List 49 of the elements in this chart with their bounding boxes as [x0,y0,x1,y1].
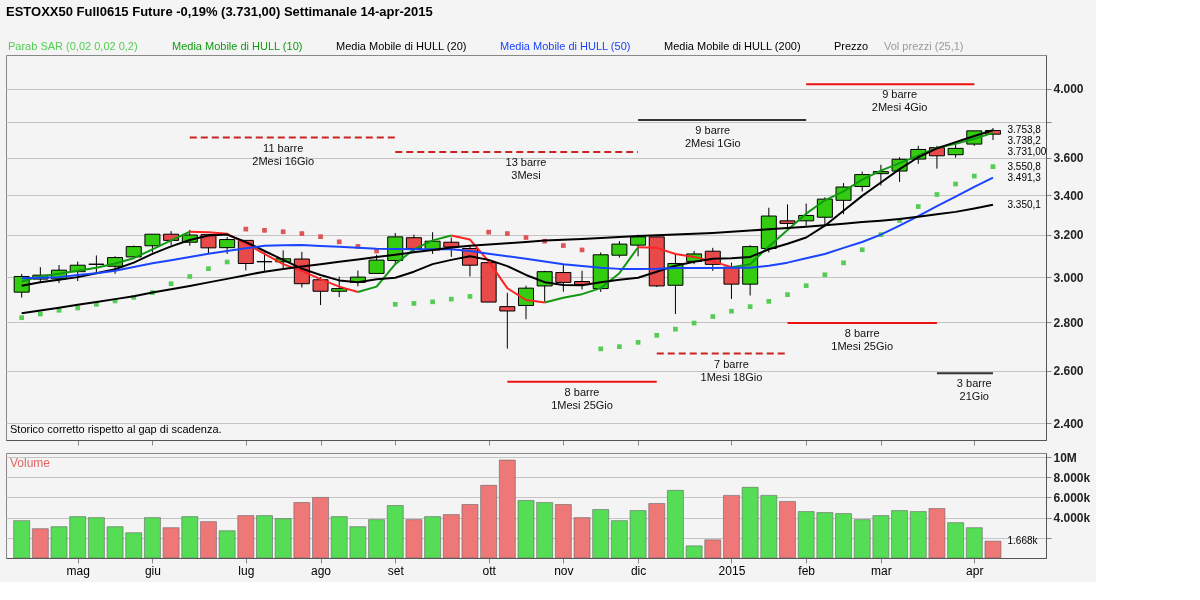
annotation: 13 barre 3Mesi [505,155,547,181]
x-tick-label: feb [798,563,816,578]
annotation: 3.731,00 [1007,146,1047,158]
y-tick-label: 2.400 [1053,416,1084,431]
annotation: 3.491,3 [1007,171,1042,183]
text: Media Mobile di HULL (200) [664,40,801,52]
annotation: 3.350,1 [1007,198,1042,210]
x-tick-label: set [387,563,405,578]
chart-title: ESTOXX50 Full0615 Future -0,19% (3.731,00) Settimanale 14-apr-2015 [6,4,433,19]
x-tick-label: nov [554,563,574,578]
x-tick-label: ott [482,563,497,578]
text: Vol prezzi (25,1) [884,40,964,52]
annotation: 7 barre 1Mesi 18Gio [700,357,763,383]
y-tick-label: 3.000 [1053,270,1084,285]
annotation: 8 barre 1Mesi 25Gio [551,385,613,411]
y-tick-label: 3.600 [1053,151,1084,166]
annotation: 9 barre 2Mesi 4Gio [871,88,928,114]
text: Prezzo [834,40,869,52]
y-tick-label: 4.000k [1053,511,1091,526]
y-tick-label: 4.000 [1053,82,1084,97]
annotation: 9 barre 2Mesi 1Gio [684,123,741,149]
x-tick-label: lug [238,563,255,578]
annotation: 3.753,8 [1007,124,1042,136]
x-tick-label: mag [66,563,90,578]
x-tick-label: apr [966,563,984,578]
y-tick-label: 8.000k [1053,470,1091,485]
annotation: Storico corretto rispetto al gap di scadenza. [10,423,222,435]
x-tick-label: giu [144,563,161,578]
text: Media Mobile di HULL (50) [500,40,631,52]
y-tick-label: 10M [1053,450,1077,465]
annotation: 3.738,2 [1007,135,1042,147]
annotation: 3 barre 21Gio [956,377,992,403]
chart-title: Volume [10,456,51,470]
y-tick-label: 3.200 [1053,228,1084,243]
annotation: 3.550,8 [1007,160,1042,172]
annotation: 8 barre 1Mesi 25Gio [831,327,894,353]
annotation: 11 barre 2Mesi 16Gio [252,141,315,167]
x-tick-label: dic [630,563,647,578]
y-tick-label: 6.000k [1053,490,1091,505]
text: Parab SAR (0,02 0,02 0,2) [8,40,138,52]
y-tick-label: 3.400 [1053,188,1084,203]
text: Media Mobile di HULL (20) [336,40,467,52]
x-tick-label: 2015 [718,563,746,578]
x-tick-label: mar [871,563,892,578]
y-tick-label: 2.800 [1053,315,1084,330]
text: Media Mobile di HULL (10) [172,40,303,52]
y-tick-label: 2.600 [1053,364,1084,379]
x-tick-label: ago [311,563,332,578]
annotation: 1.668k [1007,535,1039,547]
